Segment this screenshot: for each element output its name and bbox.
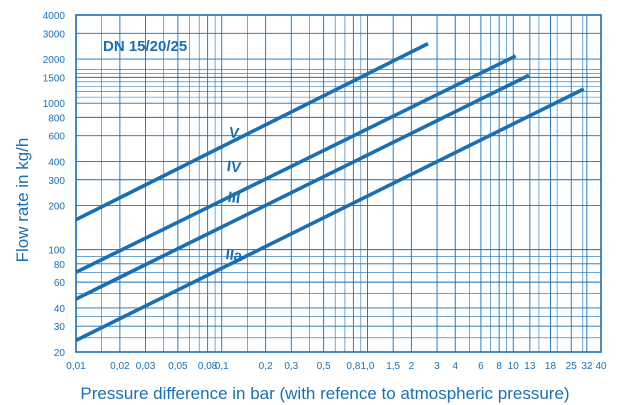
y-tick-label: 30 (54, 322, 66, 333)
y-tick-label: 800 (48, 113, 65, 124)
series-line-iv (75, 54, 517, 274)
y-tick-label: 300 (48, 176, 65, 187)
y-tick-label: 400 (48, 157, 65, 168)
x-tick-label: 0,5 (317, 361, 331, 372)
series-line-v (75, 41, 429, 222)
y-tick-label: 1000 (43, 99, 66, 110)
series-label-iia: IIa (224, 246, 244, 265)
y-tick-label: 1500 (43, 73, 66, 84)
x-tick-label: 1,0 (361, 361, 375, 372)
y-tick-labels: 20 30 40 60 80 100 200 300 400 600 800 1000 1500 2000… (43, 11, 66, 359)
x-tick-label: 6 (478, 361, 484, 372)
y-axis-title: Flow rate in kg/h (13, 138, 32, 263)
chart-title: DN 15/20/25 (103, 38, 187, 55)
x-tick-label: 3 (434, 361, 440, 372)
series-line-iii (75, 73, 530, 301)
x-tick-label: 0,8 (346, 361, 360, 372)
x-tick-label: 1,5 (386, 361, 400, 372)
x-tick-label: 2 (409, 361, 415, 372)
series-label-iv: IV (226, 158, 242, 177)
series-line-iia (75, 87, 585, 343)
y-tick-label: 40 (54, 304, 66, 315)
x-tick-label: 0,3 (284, 361, 298, 372)
y-tick-label: 600 (48, 132, 65, 143)
y-tick-label: 200 (48, 202, 65, 213)
y-tick-label: 20 (54, 348, 66, 359)
y-tick-label: 2000 (43, 55, 66, 66)
x-tick-label: 13 (524, 361, 536, 372)
y-tick-label: 100 (48, 246, 65, 257)
x-tick-labels: 0,01 0,02 0,03 0,05 0,080,1 0,2 0,3 0,5 0,8 1,0 1,… (66, 361, 607, 372)
x-tick-label: 0,1 (215, 361, 229, 372)
x-tick-label: 0,2 (259, 361, 273, 372)
x-tick-label: 4 (452, 361, 458, 372)
x-tick-label: 0,02 (110, 361, 130, 372)
x-tick-label: 0,08 (198, 361, 218, 372)
x-tick-label: 0,03 (136, 361, 156, 372)
x-tick-label: 8 (496, 361, 502, 372)
x-tick-label: 32 (581, 361, 593, 372)
x-tick-label: 25 (566, 361, 578, 372)
y-tick-label: 3000 (43, 29, 66, 40)
x-tick-label: 40 (595, 361, 607, 372)
x-tick-label: 10 (508, 361, 520, 372)
series-labels: V IV III IIa (224, 124, 244, 265)
x-axis-title: Pressure difference in bar (with refence… (80, 384, 569, 403)
x-tick-label: 0,01 (66, 361, 86, 372)
y-tick-label: 4000 (43, 11, 66, 22)
y-tick-label: 80 (54, 260, 66, 271)
series-label-iii: III (227, 189, 242, 208)
x-tick-label: 0,05 (168, 361, 188, 372)
series-label-v: V (228, 124, 240, 142)
plot-frame (75, 14, 602, 353)
series-lines (75, 41, 585, 343)
x-tick-label: 18 (545, 361, 557, 372)
y-tick-label: 60 (54, 278, 66, 289)
